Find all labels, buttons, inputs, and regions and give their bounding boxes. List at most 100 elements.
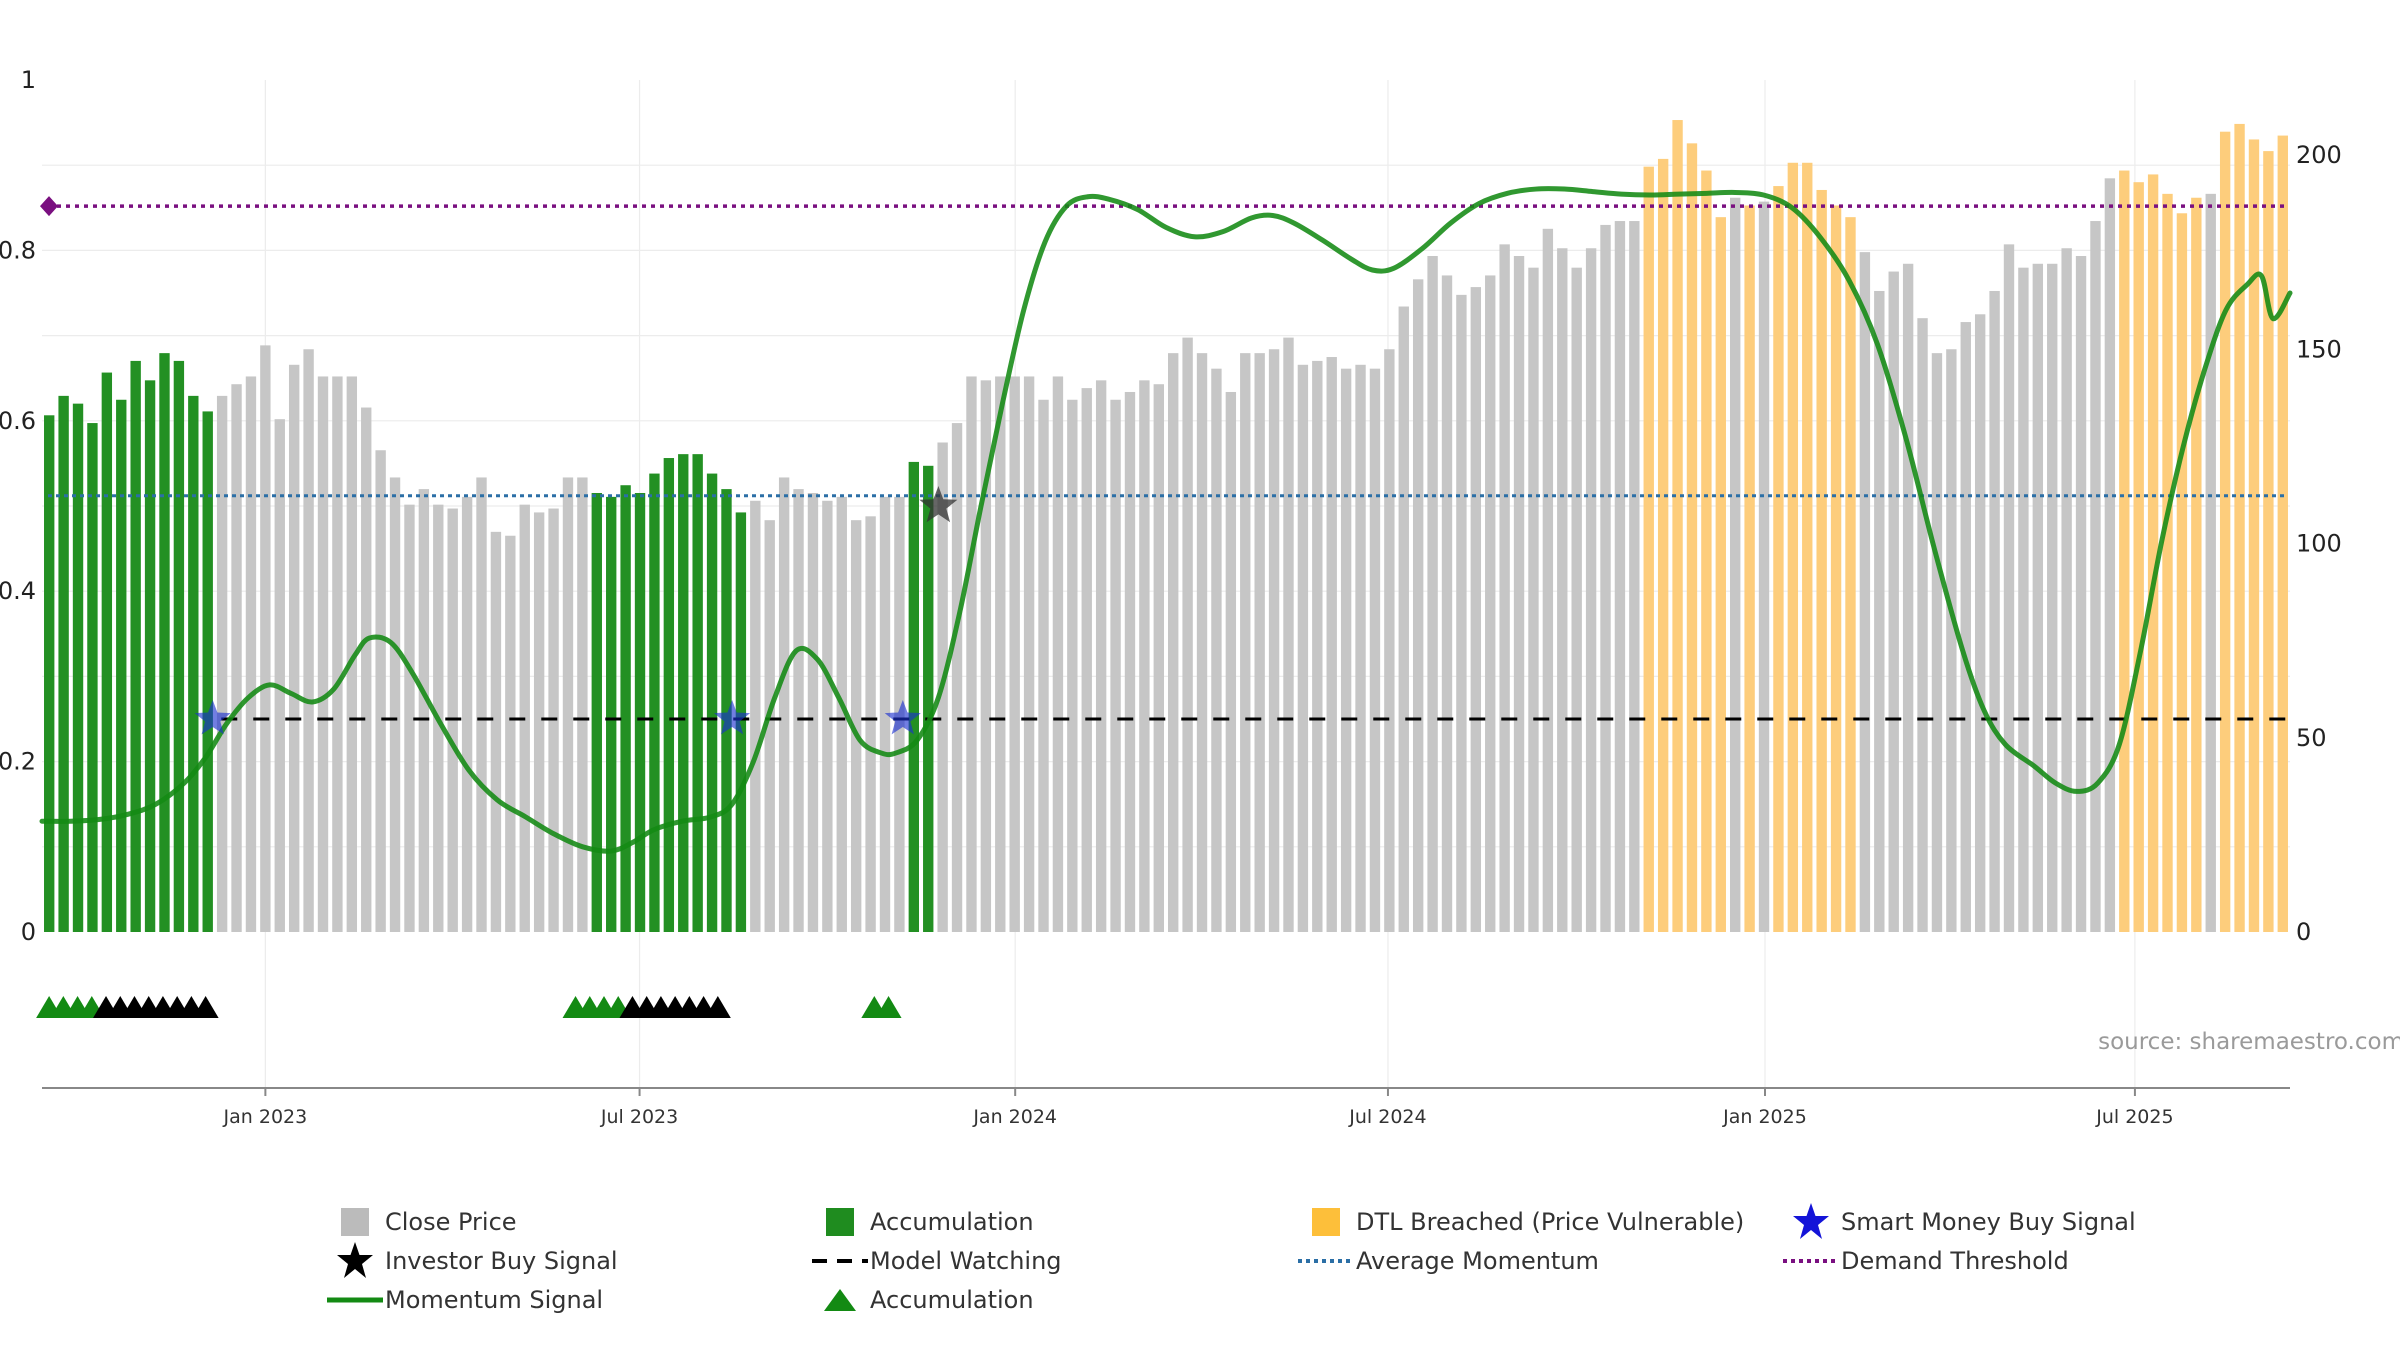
accumulation-bar <box>735 512 747 932</box>
x-axis-tick-label: Jul 2025 <box>2095 1106 2173 1128</box>
close-price-bar <box>2075 256 2087 932</box>
close-price-bar <box>1369 368 1381 932</box>
left-axis-tick-label: 0.8 <box>0 236 36 264</box>
accumulation-bar <box>908 461 920 932</box>
close-price-bar <box>2104 178 2116 932</box>
dtl-breached-bar <box>1643 166 1654 932</box>
smart-money-buy-star <box>884 700 921 735</box>
dtl-breached-bar <box>1744 205 1755 932</box>
accumulation-bar <box>188 395 199 932</box>
close-price-bar <box>1297 364 1309 932</box>
legend-item-accumulation-triangle: Accumulation <box>810 1283 1034 1317</box>
close-price-bar <box>2061 248 2072 933</box>
black-star-icon <box>325 1242 385 1278</box>
dtl-breached-bar <box>2147 174 2159 933</box>
close-price-bar <box>1240 353 1251 932</box>
close-price-bar <box>1283 337 1294 933</box>
close-price-bar <box>1888 271 1899 932</box>
close-price-bar <box>461 496 473 932</box>
dtl-breached-bar <box>1773 186 1784 932</box>
close-price-bar <box>505 535 516 932</box>
orange-square-icon <box>1296 1205 1356 1239</box>
legend-label: Model Watching <box>870 1247 1062 1275</box>
left-axis-tick-label: 0.6 <box>0 407 36 435</box>
dtl-breached-bar <box>1686 143 1698 933</box>
dtl-breached-bar <box>2119 170 2130 933</box>
legend-label: Momentum Signal <box>385 1286 604 1314</box>
close-price-bar <box>346 376 358 932</box>
dtl-breached-bar <box>2277 135 2288 932</box>
accumulation-bar <box>678 454 689 932</box>
legend-label: Accumulation <box>870 1286 1034 1314</box>
reference-lines <box>40 196 2286 721</box>
smart-money-buy-star <box>714 700 751 735</box>
close-price-bar <box>274 419 285 932</box>
close-price-bar <box>577 477 588 932</box>
dtl-breached-bar <box>1845 217 1856 932</box>
accumulation-bar <box>663 458 675 932</box>
x-axis-tick-label: Jan 2024 <box>972 1106 1057 1128</box>
close-price-bar <box>533 512 545 932</box>
x-axis-tick-label: Jan 2023 <box>223 1106 308 1128</box>
investor-buy-star <box>919 486 958 523</box>
close-price-bar <box>1038 399 1049 932</box>
close-price-bar <box>951 423 963 932</box>
legend-item-model-watching: Model Watching <box>810 1244 1062 1278</box>
close-price-bar <box>1874 290 1885 933</box>
close-price-bar <box>966 376 977 932</box>
dtl-breached-bar <box>2162 193 2173 933</box>
smart-money-buy-star <box>194 700 231 735</box>
close-price-bar <box>1398 306 1409 932</box>
right-axis-tick-label: 100 <box>2296 530 2342 558</box>
legend-item-average-momentum: Average Momentum <box>1296 1244 1599 1278</box>
close-price-bar <box>1268 349 1280 932</box>
accumulation-bar <box>620 485 631 932</box>
accumulation-bar <box>692 454 703 932</box>
close-price-bar <box>1095 380 1107 933</box>
dtl-breached-bar <box>1787 162 1799 932</box>
right-axis-tick-label: 0 <box>2296 918 2311 946</box>
close-price-bar <box>1600 224 1611 932</box>
dtl-breached-bar <box>1657 158 1669 932</box>
accumulation-bar <box>159 353 170 932</box>
legend-item-close-price: Close Price <box>325 1205 517 1239</box>
close-price-bar <box>562 477 574 932</box>
close-price-bar <box>1499 244 1510 933</box>
close-price-bar <box>1614 221 1626 933</box>
gray-square-icon <box>325 1205 385 1239</box>
close-price-bar <box>1067 399 1078 932</box>
demand-threshold-diamond <box>40 196 58 217</box>
close-price-bar <box>2047 263 2058 932</box>
close-price-bar <box>778 477 790 932</box>
dtl-breached-bar <box>1715 217 1726 932</box>
close-price-bar <box>1917 318 1928 932</box>
accumulation-bar <box>116 399 127 932</box>
momentum-signal-line <box>39 186 2293 854</box>
legend-label: Accumulation <box>870 1208 1034 1236</box>
close-price-bar <box>1456 294 1467 932</box>
close-price-bar <box>216 395 228 932</box>
close-price-bar <box>879 496 891 932</box>
dtl-breached-bar <box>1816 189 1827 933</box>
left-axis-tick-label: 0.2 <box>0 748 36 776</box>
right-axis-tick-label: 150 <box>2296 335 2342 363</box>
close-price-bar <box>1168 353 1179 932</box>
accumulation-bar <box>706 473 718 932</box>
close-price-bar <box>995 376 1006 932</box>
signal-markers <box>194 486 958 735</box>
left-axis-tick-label: 0 <box>21 918 36 946</box>
close-price-bar <box>1730 197 1741 933</box>
green-triangle-icon <box>810 1283 870 1317</box>
accumulation-bar <box>72 403 84 932</box>
axes: 0 0.2 0.4 0.6 0.8 1 0 50 100 150 200 Jan 2023 Jul 20… <box>0 66 2342 1128</box>
close-price-bar <box>1859 252 1871 932</box>
legend-label: Investor Buy Signal <box>385 1247 618 1275</box>
close-price-bar <box>1340 368 1352 932</box>
legend-label: DTL Breached (Price Vulnerable) <box>1356 1208 1745 1236</box>
dtl-breached-bar <box>2191 197 2202 933</box>
close-price-bar <box>1513 256 1525 932</box>
close-price-bar <box>1960 322 1971 932</box>
purple-dotted-line-icon <box>1781 1244 1841 1278</box>
dtl-breached-bar <box>1802 162 1813 932</box>
